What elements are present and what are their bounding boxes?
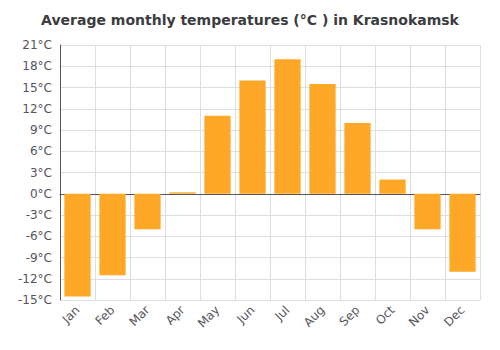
- svg-text:9°C: 9°C: [30, 123, 52, 137]
- svg-text:Jul: Jul: [272, 303, 293, 324]
- svg-text:15°C: 15°C: [22, 81, 52, 95]
- svg-text:-3°C: -3°C: [26, 208, 52, 222]
- svg-text:Mar: Mar: [127, 303, 153, 329]
- svg-text:Nov: Nov: [406, 303, 432, 329]
- svg-text:Oct: Oct: [373, 303, 398, 328]
- svg-text:21°C: 21°C: [22, 38, 52, 52]
- svg-text:12°C: 12°C: [22, 102, 52, 116]
- svg-text:Apr: Apr: [163, 303, 188, 328]
- svg-text:-9°C: -9°C: [26, 251, 52, 265]
- svg-text:Average monthly temperatures (: Average monthly temperatures (°C ) in Kr…: [41, 12, 459, 28]
- svg-text:-6°C: -6°C: [26, 229, 52, 243]
- svg-text:Sep: Sep: [337, 303, 363, 329]
- svg-text:Aug: Aug: [301, 303, 327, 329]
- svg-text:Jun: Jun: [234, 303, 258, 327]
- svg-text:Dec: Dec: [441, 303, 467, 329]
- svg-text:Feb: Feb: [93, 303, 118, 328]
- svg-text:0°C: 0°C: [30, 187, 52, 201]
- svg-text:Jan: Jan: [59, 303, 83, 327]
- svg-text:3°C: 3°C: [30, 166, 52, 180]
- svg-text:18°C: 18°C: [22, 59, 52, 73]
- svg-text:May: May: [195, 303, 222, 330]
- svg-text:6°C: 6°C: [30, 144, 52, 158]
- svg-text:-15°C: -15°C: [18, 293, 52, 307]
- svg-text:-12°C: -12°C: [18, 272, 52, 286]
